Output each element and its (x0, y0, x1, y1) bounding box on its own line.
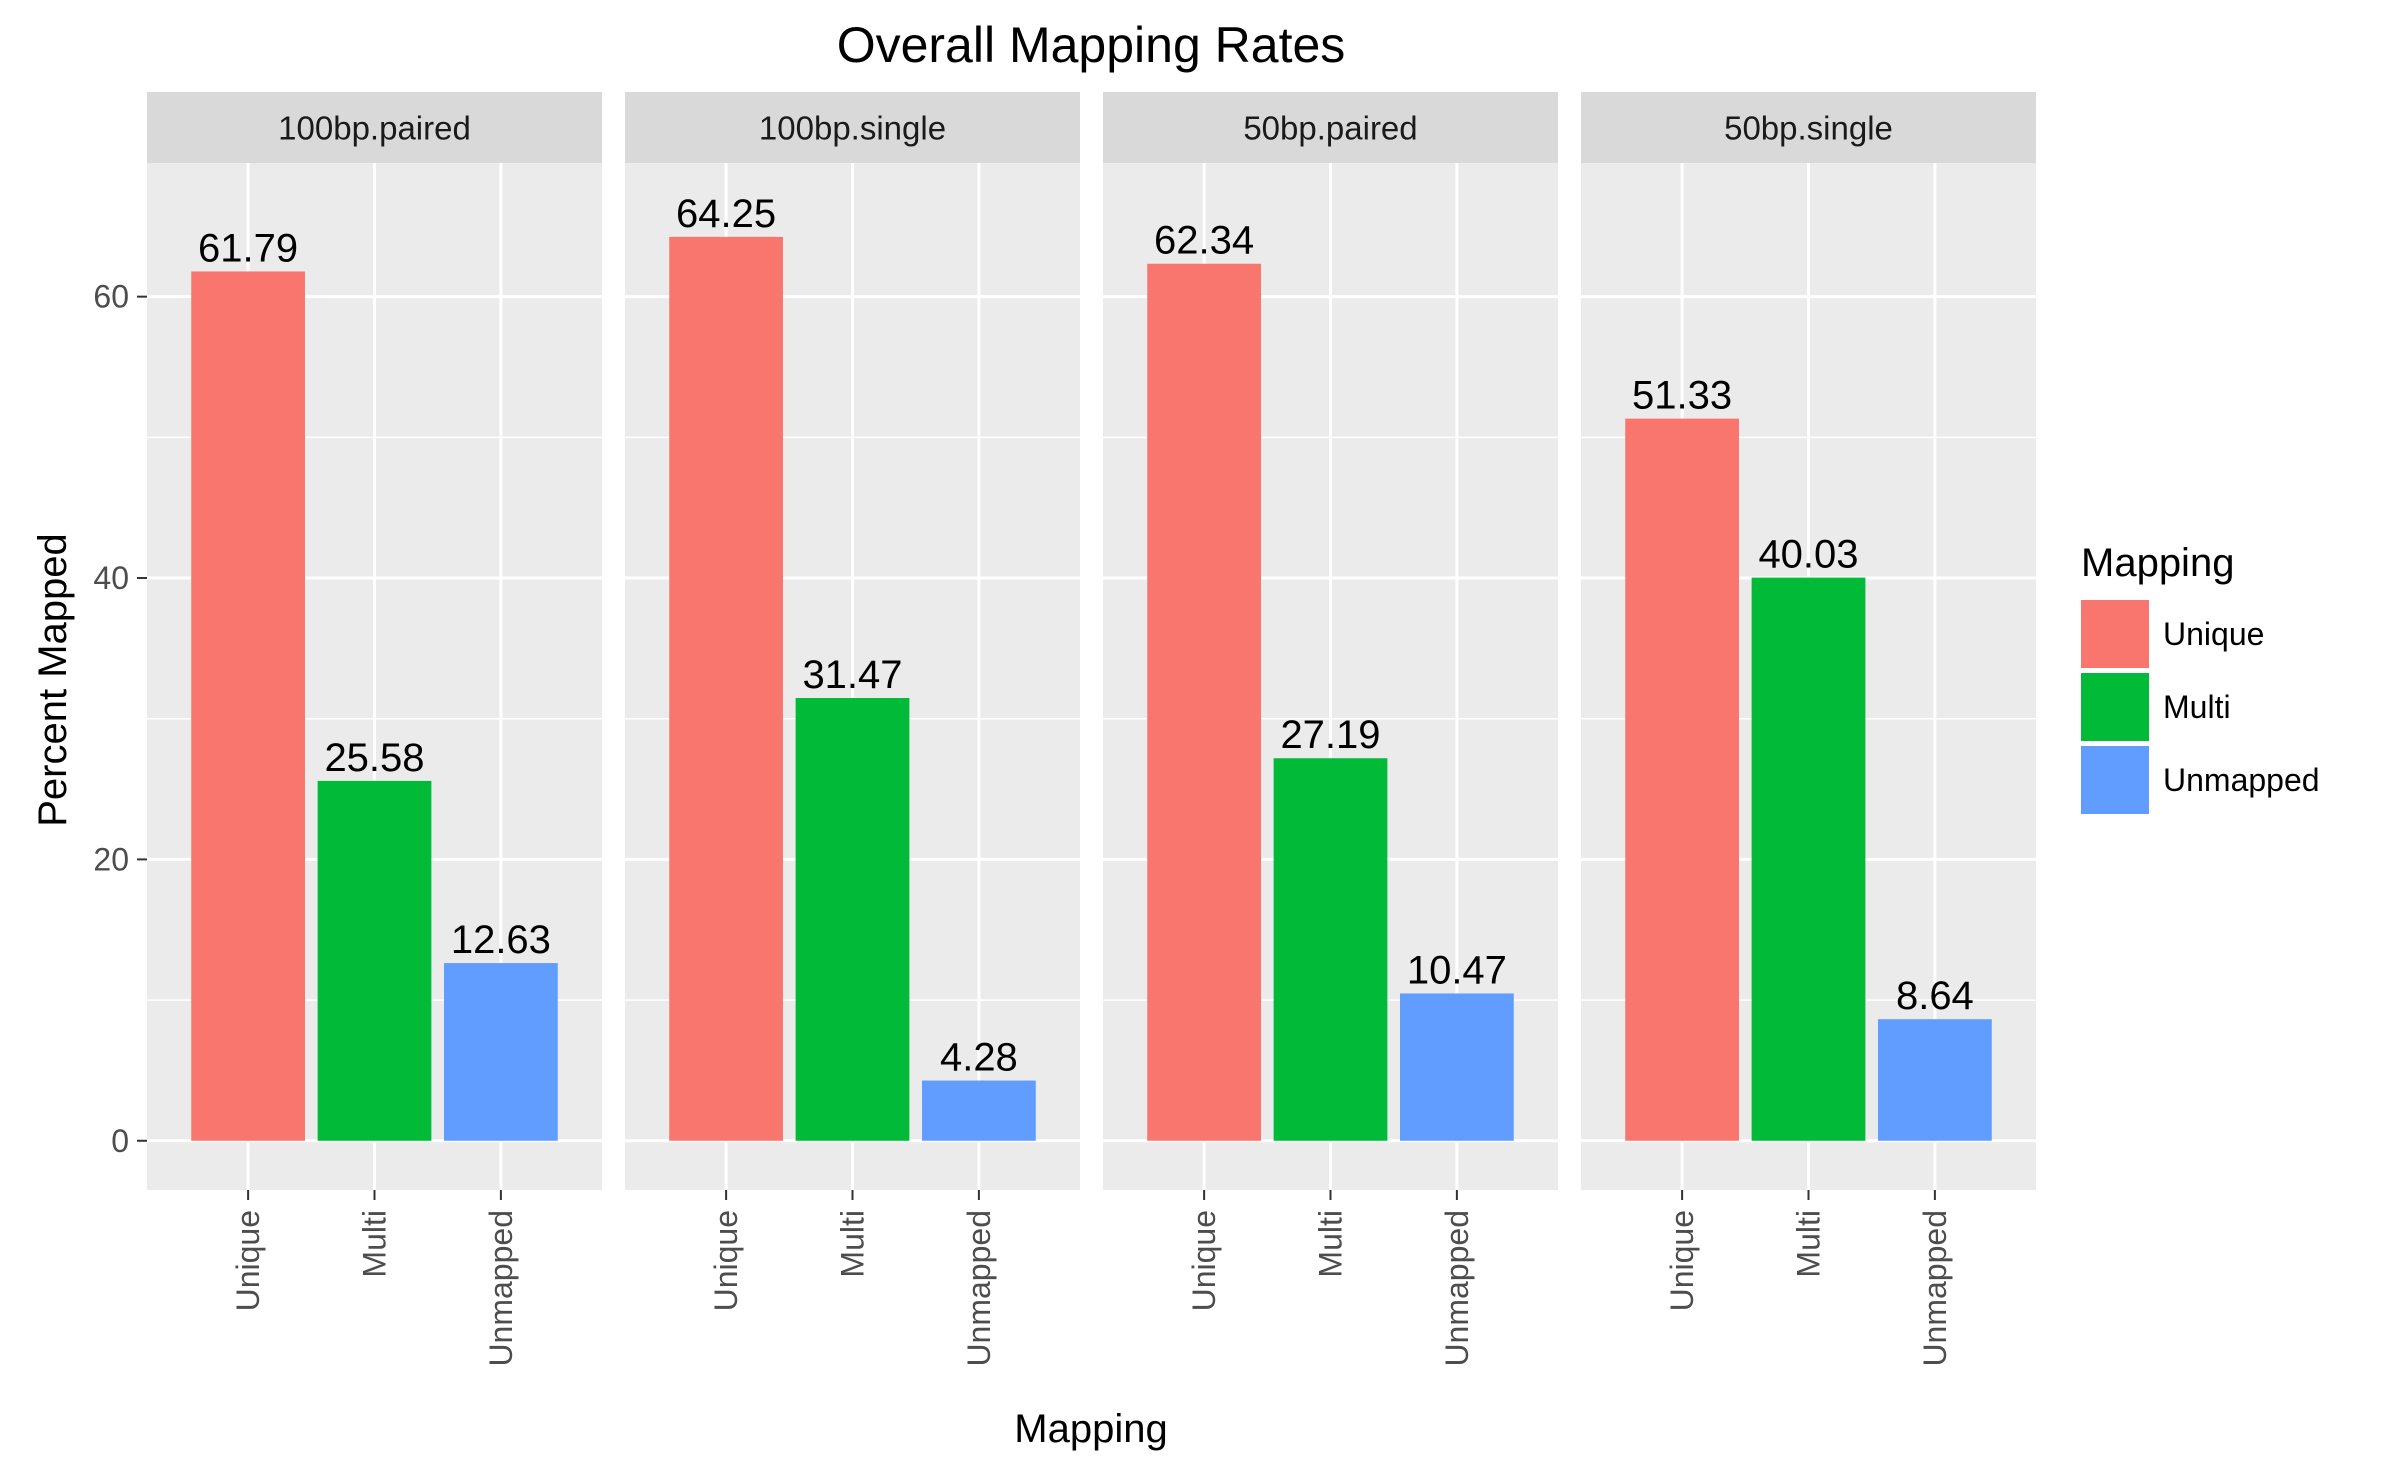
bar-50bp-single-unmapped (1878, 1019, 1992, 1141)
data-label: 62.34 (1154, 219, 1254, 263)
chart-title: Overall Mapping Rates (837, 17, 1346, 73)
x-tick-label: Unmapped (483, 1210, 519, 1367)
data-label: 12.63 (451, 918, 551, 962)
facet-strip-label: 50bp.single (1724, 110, 1893, 147)
facet-panels: 100bp.paired 61.79 25.58 12.63 Unique Multi Un… (147, 92, 2036, 1367)
y-tick-label: 20 (93, 841, 129, 877)
bar-100bp-paired-multi (317, 780, 432, 1141)
data-label: 4.28 (940, 1036, 1018, 1080)
facet-strip (625, 92, 1080, 163)
data-label: 27.19 (1280, 713, 1380, 757)
x-tick-label: Unmapped (961, 1210, 997, 1367)
bar-100bp-single-multi (795, 698, 910, 1141)
bar-50bp-paired-unmapped (1400, 993, 1514, 1141)
data-label: 10.47 (1407, 948, 1507, 992)
facet-strip-label: 100bp.paired (278, 110, 471, 147)
y-axis-title: Percent Mapped (31, 533, 75, 827)
legend-key-unique (2081, 600, 2149, 668)
legend-label-unique: Unique (2163, 616, 2264, 652)
bar-100bp-single-unique (669, 236, 783, 1141)
data-label: 8.64 (1896, 974, 1974, 1018)
legend-key-unmapped (2081, 746, 2149, 814)
bar-50bp-paired-unique (1147, 263, 1261, 1141)
x-axis-title: Mapping (1014, 1407, 1167, 1451)
data-label: 25.58 (324, 736, 424, 780)
facet-100bp-single: 100bp.single 64.25 31.47 4.28 Unique Multi Unm… (625, 92, 1080, 1367)
bar-100bp-paired-unique (191, 271, 305, 1141)
data-label: 61.79 (198, 226, 298, 270)
y-axis: 0 20 40 60 (93, 279, 147, 1159)
x-tick-label: Multi (835, 1210, 871, 1278)
x-tick-label: Multi (357, 1210, 393, 1278)
data-label: 40.03 (1758, 533, 1858, 577)
x-tick-label: Unique (1664, 1210, 1700, 1311)
legend: Mapping Unique Multi Unmapped (2081, 541, 2320, 814)
facet-100bp-paired: 100bp.paired 61.79 25.58 12.63 Unique Multi Un… (147, 92, 602, 1367)
data-label: 64.25 (676, 192, 776, 236)
facet-50bp-single: 50bp.single 51.33 40.03 8.64 Unique Multi Unma… (1581, 92, 2036, 1367)
x-tick-label: Unique (230, 1210, 266, 1311)
facet-strip (147, 92, 602, 163)
x-tick-label: Unmapped (1439, 1210, 1475, 1367)
x-tick-label: Multi (1791, 1210, 1827, 1278)
x-tick-label: Unique (708, 1210, 744, 1311)
y-tick-label: 0 (111, 1123, 129, 1159)
facet-strip (1581, 92, 2036, 163)
bar-100bp-paired-unmapped (444, 963, 558, 1141)
legend-key-multi (2081, 673, 2149, 741)
x-tick-label: Unmapped (1917, 1210, 1953, 1367)
data-label: 51.33 (1632, 374, 1732, 418)
x-tick-label: Multi (1313, 1210, 1349, 1278)
legend-label-multi: Multi (2163, 689, 2231, 725)
bar-50bp-single-multi (1751, 577, 1866, 1141)
x-tick-label: Unique (1186, 1210, 1222, 1311)
y-tick-label: 40 (93, 560, 129, 596)
facet-50bp-paired: 50bp.paired 62.34 27.19 10.47 Unique Multi Unm… (1103, 92, 1558, 1367)
bar-50bp-paired-multi (1273, 758, 1388, 1141)
bar-50bp-single-unique (1625, 418, 1739, 1141)
facet-strip-label: 50bp.paired (1243, 110, 1417, 147)
facet-strip-label: 100bp.single (759, 110, 946, 147)
data-label: 31.47 (802, 653, 902, 697)
legend-label-unmapped: Unmapped (2163, 762, 2320, 798)
legend-title: Mapping (2081, 541, 2234, 585)
facet-strip (1103, 92, 1558, 163)
bar-100bp-single-unmapped (922, 1080, 1036, 1141)
y-tick-label: 60 (93, 279, 129, 315)
